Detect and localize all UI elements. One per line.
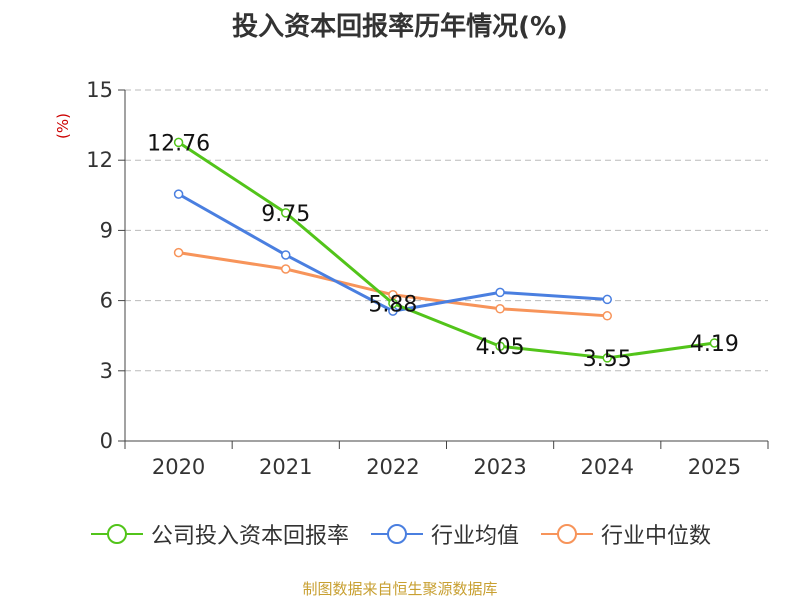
data-label: 4.19 [690, 332, 739, 357]
data-point [495, 341, 505, 351]
data-point [173, 247, 184, 258]
legend-item[interactable]: 行业中位数 [539, 518, 711, 550]
data-point [388, 298, 398, 309]
data-point [173, 189, 184, 199]
series-0 [173, 137, 720, 363]
x-tick-label: 2023 [473, 455, 526, 479]
legend: 公司投入资本回报率 行业均值 行业中位数 [0, 518, 800, 550]
x-tick-label: 2020 [152, 455, 205, 479]
series-2 [173, 247, 612, 321]
legend-item[interactable]: 行业均值 [369, 518, 519, 550]
y-tick-label: 3 [100, 359, 113, 383]
series-line [177, 141, 715, 360]
data-point [495, 304, 505, 314]
series-1 [173, 189, 612, 316]
series [173, 137, 720, 363]
data-point [173, 137, 184, 148]
y-tick-label: 9 [100, 218, 113, 242]
data-point [495, 287, 505, 298]
x-tick-label: 2022 [366, 455, 419, 479]
data-label: 4.05 [476, 335, 525, 360]
x-tick-label: 2025 [688, 455, 741, 479]
x-tick-label: 2024 [581, 455, 634, 479]
legend-marker-icon [541, 524, 593, 544]
data-point [602, 353, 612, 363]
y-tick-label: 6 [100, 289, 113, 313]
grid-lines [125, 89, 768, 372]
data-point [602, 311, 612, 321]
data-label: 5.88 [368, 292, 417, 317]
legend-label: 公司投入资本回报率 [150, 524, 349, 549]
data-point [602, 294, 612, 305]
data-label: 9.75 [261, 202, 310, 227]
legend-marker-icon [370, 524, 423, 544]
line-chart: (%) 0 3 6 9 12 15 2020 2021 2022 2023 2024 2025 12.… [54, 78, 769, 479]
y-tick-label: 12 [86, 148, 113, 172]
axes: (%) 0 3 6 9 12 15 2020 2021 2022 2023 2024 2025 [54, 78, 769, 479]
chart-title: 投入资本回报率历年情况(%) [232, 12, 568, 42]
y-tick-label: 15 [86, 78, 113, 102]
legend-label: 行业中位数 [601, 524, 712, 549]
data-point [709, 338, 720, 348]
legend-item[interactable]: 公司投入资本回报率 [89, 518, 349, 550]
source-note: 制图数据来自恒生聚源数据库 [302, 580, 498, 598]
data-point [281, 250, 291, 260]
data-label: 3.55 [583, 347, 632, 372]
data-point [281, 264, 291, 274]
y-tick-label: 0 [100, 429, 113, 453]
data-point [281, 208, 291, 218]
data-label: 12.76 [147, 131, 210, 156]
data-labels: 12.76 9.75 5.88 4.05 3.55 4.19 [147, 131, 739, 372]
y-axis-label: (%) [54, 113, 72, 139]
x-tick-label: 2021 [259, 455, 312, 479]
legend-marker-icon [90, 524, 143, 544]
legend-label: 行业均值 [430, 524, 519, 549]
